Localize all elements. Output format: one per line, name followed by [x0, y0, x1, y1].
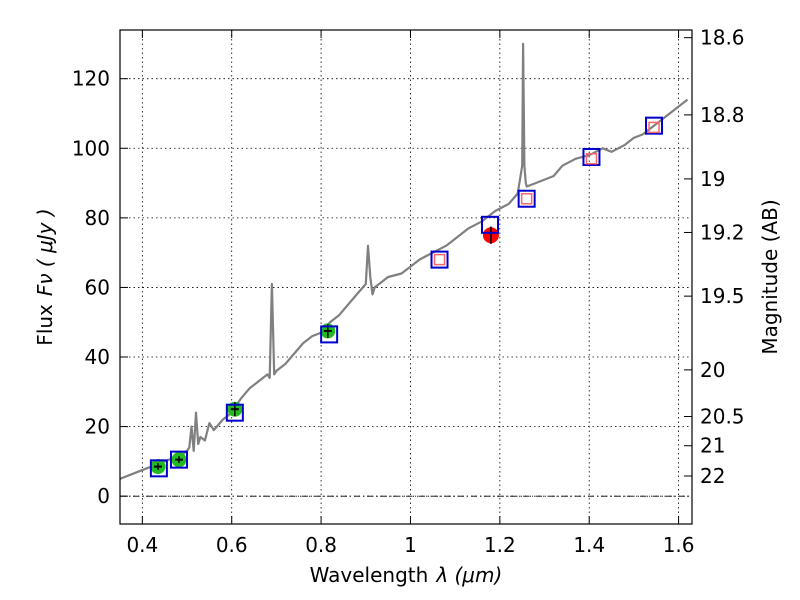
data-marks	[119, 42, 689, 480]
y2-tick-label: 19.2	[700, 220, 745, 244]
grid	[120, 30, 692, 524]
x-tick-label: 1.2	[484, 533, 516, 557]
y2-tick-label: 20.5	[700, 405, 745, 429]
y-tick-label: 40	[85, 345, 110, 369]
y2-tick-label: 19.5	[700, 284, 745, 308]
y-tick-label: 80	[85, 206, 110, 230]
x-tick-label: 1.4	[573, 533, 605, 557]
x-tick-label: 0.8	[305, 533, 337, 557]
y2-axis-label: Magnitude (AB)	[758, 199, 782, 354]
y2-tick-label: 18.8	[700, 103, 745, 127]
y2-tick-label: 21	[700, 434, 725, 458]
red-square	[585, 152, 598, 165]
y-tick-label: 60	[85, 275, 110, 299]
x-axis-label: Wavelength λ (μm)	[310, 563, 503, 587]
y2-tick-label: 22	[700, 464, 725, 488]
y2-tick-label: 18.6	[700, 26, 745, 50]
model-band-square	[645, 116, 664, 135]
y-tick-label: 120	[72, 67, 110, 91]
model-band-square	[169, 450, 188, 469]
y-tick-label: 0	[97, 484, 110, 508]
plot-frame	[119, 29, 693, 525]
y-axis-label: FluxFν ( μJy )	[33, 208, 57, 345]
red-square	[648, 121, 660, 134]
model-band-square	[149, 459, 168, 478]
red-square	[520, 192, 533, 205]
red-square	[433, 253, 446, 266]
y2-tick-label: 20	[700, 358, 725, 382]
x-tick-label: 0.4	[126, 533, 158, 557]
y2-tick-label: 19	[700, 167, 725, 191]
model-band-square	[320, 325, 339, 344]
spectrum-line	[119, 42, 689, 480]
model-band-square	[481, 215, 500, 234]
model-band-square	[582, 147, 601, 166]
y-tick-label: 100	[72, 136, 110, 160]
y-tick-label: 20	[85, 415, 110, 439]
model-band-square	[225, 403, 244, 422]
x-tick-label: 0.6	[216, 533, 248, 557]
x-tick-label: 1.6	[663, 533, 695, 557]
x-tick-label: 1	[404, 533, 417, 557]
ticks: 0.4 0.6 0.8 1 1.2 1.4 1.6 0 20 40 60 80 100 120 18.6 18…	[72, 26, 745, 557]
model-band-square	[517, 189, 536, 208]
model-band-square	[430, 250, 449, 269]
